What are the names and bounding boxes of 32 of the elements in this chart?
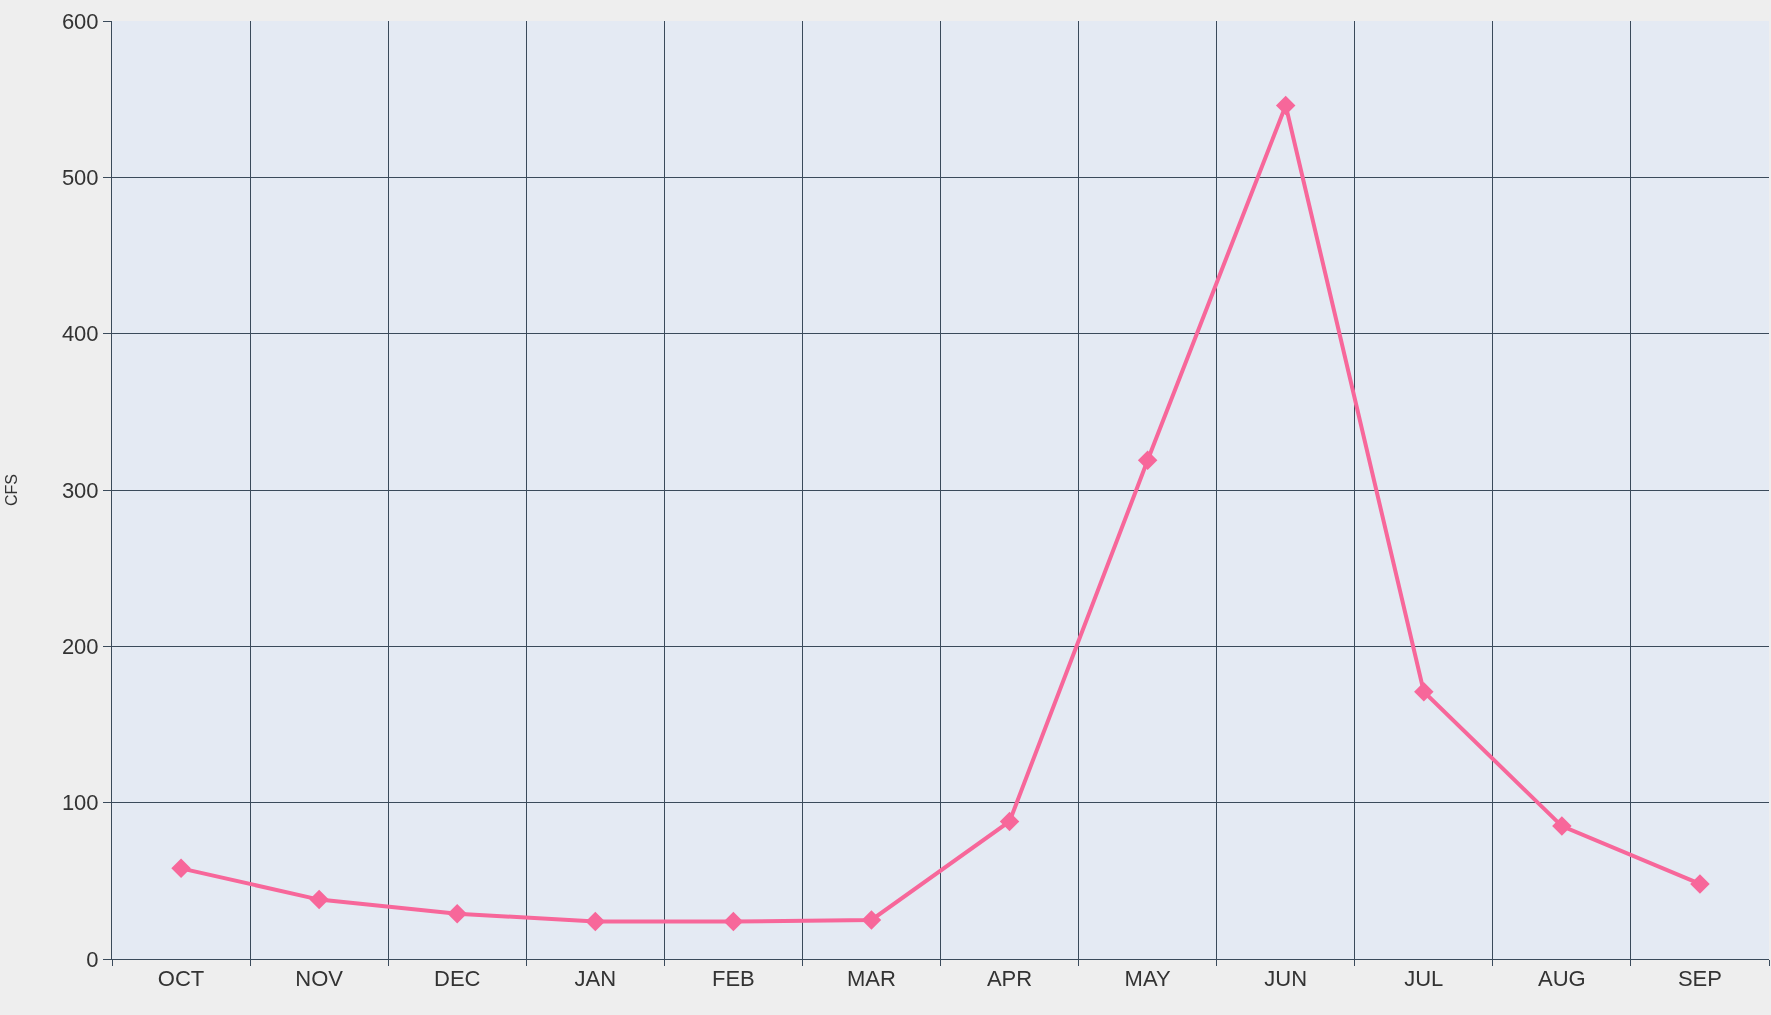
point xyxy=(861,910,882,930)
x-tick-label: OCT xyxy=(157,966,205,992)
x-tick-label: JAN xyxy=(574,966,617,992)
x-tick-label: AUG xyxy=(1538,966,1586,992)
y-axis-title: CFS xyxy=(2,474,20,506)
point xyxy=(1137,450,1158,471)
y-tick-label: 300 xyxy=(61,477,99,503)
x-tick-label: JUN xyxy=(1264,966,1308,992)
point xyxy=(1275,95,1296,116)
point xyxy=(309,889,329,910)
point xyxy=(1414,681,1434,702)
x-tick-label: MAY xyxy=(1124,966,1171,992)
x-tick-label: JUL xyxy=(1404,966,1444,992)
x-tick-label: NOV xyxy=(295,966,344,992)
point xyxy=(1552,816,1572,836)
x-tick-label: APR xyxy=(986,966,1033,992)
point xyxy=(585,911,606,932)
y-tick-label: 100 xyxy=(61,790,99,816)
y-tick-label: 600 xyxy=(61,8,99,34)
point xyxy=(447,903,467,924)
x-tick-label: MAR xyxy=(847,966,896,992)
point xyxy=(171,858,191,879)
y-tick-label: 200 xyxy=(61,634,99,660)
y-tick-label: 0 xyxy=(86,946,99,972)
point xyxy=(999,811,1020,832)
x-tick-label: SEP xyxy=(1677,966,1722,992)
x-tick-label: FEB xyxy=(711,966,755,992)
point xyxy=(1690,874,1710,894)
point xyxy=(723,911,744,932)
y-tick-label: 500 xyxy=(61,165,99,191)
x-tick-label: DEC xyxy=(433,966,481,992)
y-tick-label: 400 xyxy=(61,321,99,347)
